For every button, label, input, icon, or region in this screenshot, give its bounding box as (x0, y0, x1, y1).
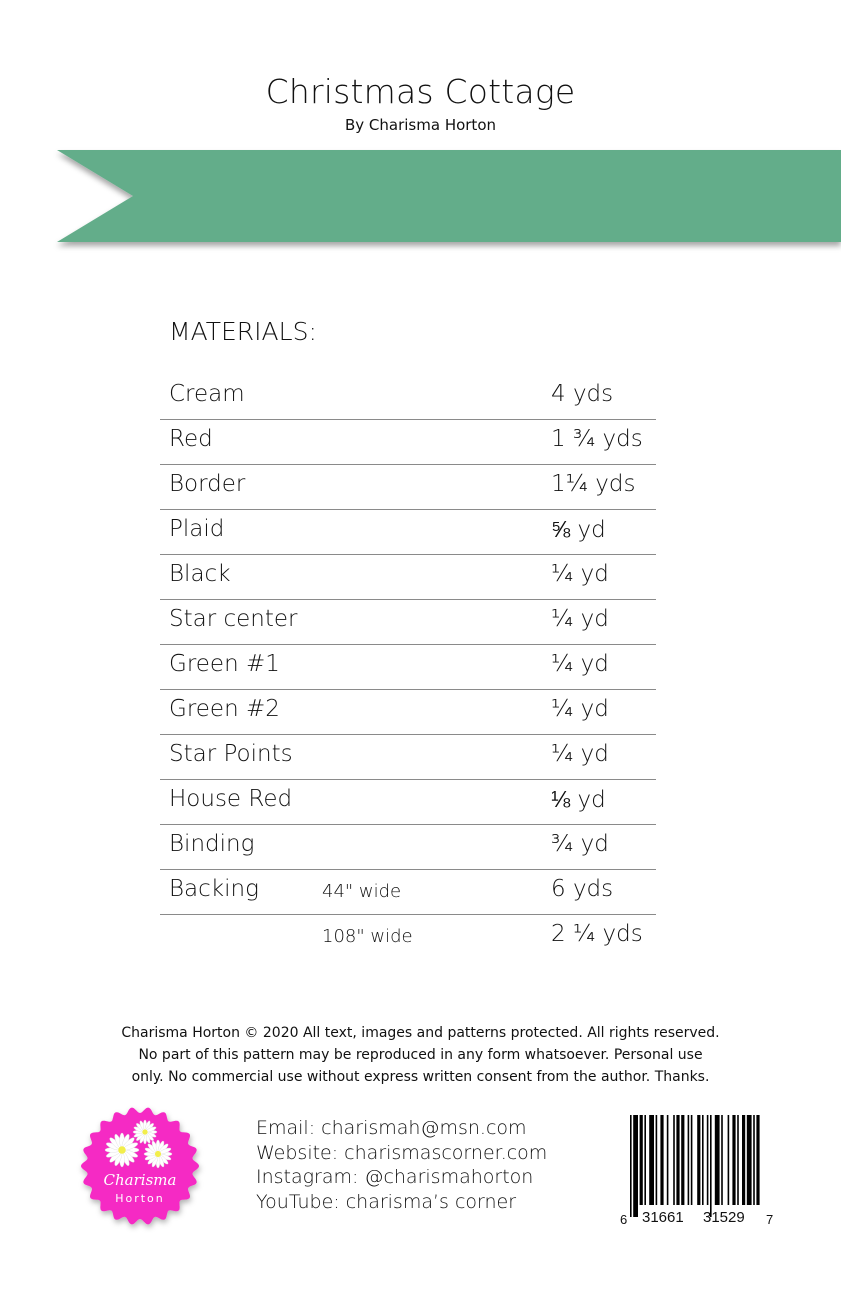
barcode-bar (706, 1115, 709, 1205)
material-amount: ¼ yd (551, 696, 609, 722)
barcode-bar (633, 1115, 638, 1217)
barcode-bar (742, 1115, 746, 1205)
material-amount: 2 ¼ yds (551, 921, 643, 947)
material-name: Red (169, 426, 213, 452)
materials-row: Cream 4 yds (160, 375, 656, 420)
material-name: Star Points (169, 741, 293, 767)
material-amount: ¼ yd (551, 651, 609, 677)
material-amount: ⅛ yd (551, 787, 606, 813)
barcode-bar (710, 1115, 712, 1217)
material-name: Binding (169, 831, 255, 857)
materials-row: Binding ¾ yd (160, 825, 656, 870)
materials-row: Backing 44" wide 6 yds (160, 870, 656, 915)
barcode-bars (630, 1115, 760, 1217)
barcode-digits-left: 31661 (642, 1209, 684, 1226)
material-amount: 6 yds (551, 876, 614, 902)
barcode-bar (630, 1115, 632, 1217)
materials-row: Red 1 ¾ yds (160, 420, 656, 465)
materials-row: Green #2 ¼ yd (160, 690, 656, 735)
contact-info: Email: charismah@msn.com Website: charis… (256, 1116, 547, 1214)
daisy-flowers-icon (104, 1119, 173, 1169)
contact-website: Website: charismascorner.com (256, 1141, 548, 1164)
logo-text-charisma: Charisma (104, 1171, 177, 1189)
materials-row: Green #1 ¼ yd (160, 645, 656, 690)
materials-row: 108" wide 2 ¼ yds (160, 915, 656, 959)
materials-heading: MATERIALS: (169, 317, 317, 346)
barcode-bar (644, 1115, 646, 1205)
barcode-bar (756, 1115, 760, 1205)
logo-text-horton: Horton (115, 1192, 165, 1205)
materials-row: Plaid ⅝ yd (160, 510, 656, 555)
materials-row: Border 1¼ yds (160, 465, 656, 510)
copyright-line: Charisma Horton © 2020 All text, images … (121, 1025, 720, 1041)
upc-barcode: 6 31661 31529 7 (620, 1110, 780, 1230)
author-byline: By Charisma Horton (344, 116, 497, 134)
material-name: Border (169, 471, 246, 497)
material-amount: ¾ yd (551, 831, 609, 857)
material-name: Black (169, 561, 231, 587)
copyright-notice: Charisma Horton © 2020 All text, images … (0, 1022, 841, 1088)
material-name: Plaid (169, 516, 225, 542)
barcode-bar (687, 1115, 690, 1205)
barcode-bar (727, 1115, 730, 1205)
material-name: Green #1 (169, 651, 280, 677)
material-note: 108" wide (322, 926, 413, 947)
green-ribbon-banner (57, 150, 841, 242)
barcode-bar (673, 1115, 675, 1205)
barcode-bar (639, 1115, 643, 1205)
barcode-bar (649, 1115, 654, 1205)
material-name: Cream (169, 381, 245, 407)
material-name: House Red (169, 786, 293, 812)
materials-row: Star center ¼ yd (160, 600, 656, 645)
barcode-bar (714, 1115, 720, 1205)
barcode-bar (702, 1115, 704, 1205)
barcode-bar (676, 1115, 680, 1205)
contact-instagram: Instagram: @charismahorton (256, 1166, 534, 1188)
barcode-bar (697, 1115, 701, 1205)
material-name: Green #2 (169, 696, 280, 722)
barcode-bar (690, 1115, 693, 1205)
material-name: Star center (169, 606, 298, 632)
charisma-horton-logo: Charisma Horton (81, 1107, 199, 1225)
barcode-bar (753, 1115, 755, 1205)
barcode-bar (660, 1115, 664, 1205)
material-amount: 4 yds (551, 381, 614, 407)
materials-row: House Red ⅛ yd (160, 780, 656, 825)
material-amount: ¼ yd (551, 606, 609, 632)
material-amount: ¼ yd (551, 741, 609, 767)
materials-row: Star Points ¼ yd (160, 735, 656, 780)
copyright-line: only. No commercial use without express … (131, 1069, 710, 1085)
contact-youtube: YouTube: charisma’s corner (256, 1190, 517, 1213)
materials-row: Black ¼ yd (160, 555, 656, 600)
barcode-bar (721, 1115, 723, 1205)
material-name: Backing (169, 876, 259, 902)
barcode-bar (655, 1115, 658, 1205)
barcode-bar (681, 1115, 685, 1205)
barcode-digit-first: 6 (620, 1212, 628, 1227)
pattern-title: Christmas Cottage (265, 72, 576, 111)
barcode-bar (737, 1115, 739, 1205)
contact-email: Email: charismah@msn.com (256, 1117, 527, 1139)
barcode-bar (746, 1115, 752, 1205)
barcode-bar (732, 1115, 736, 1205)
barcode-digits-right: 31529 (703, 1209, 745, 1226)
copyright-line: No part of this pattern may be reproduce… (138, 1047, 703, 1063)
material-note: 44" wide (322, 881, 402, 902)
material-amount: 1 ¾ yds (551, 426, 643, 452)
barcode-bar (666, 1115, 669, 1205)
material-amount: ¼ yd (551, 561, 609, 587)
materials-table: Cream 4 yds Red 1 ¾ yds Border 1¼ yds Plaid ⅝ y… (160, 375, 656, 959)
material-amount: 1¼ yds (551, 471, 636, 497)
barcode-digit-last: 7 (766, 1212, 774, 1227)
material-amount: ⅝ yd (551, 517, 606, 543)
